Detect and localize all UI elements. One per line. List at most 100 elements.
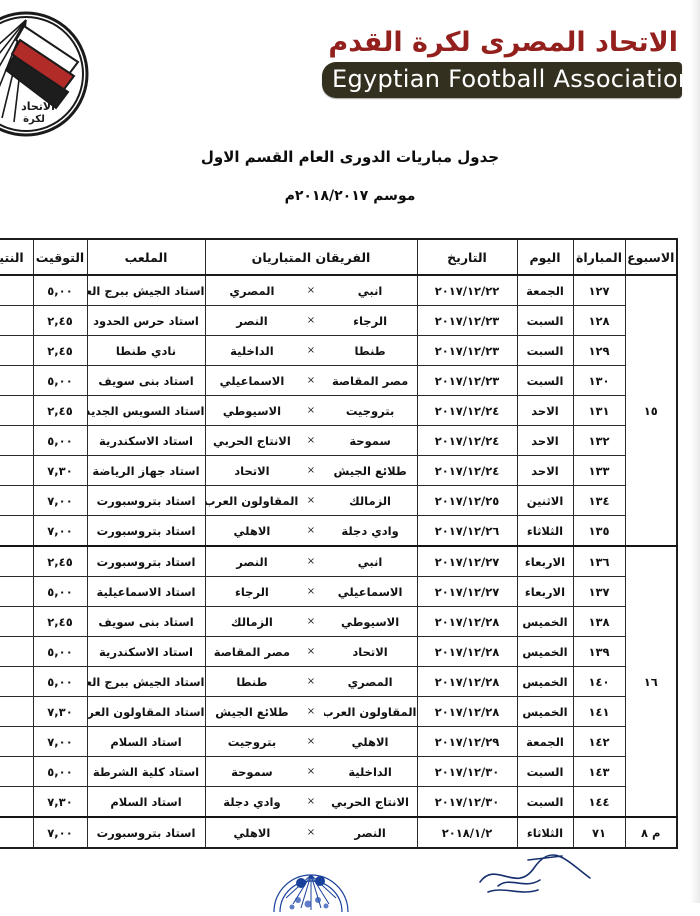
match-day-cell: الثلاثاء: [516, 515, 574, 547]
match-number-cell: ١٣٩: [572, 636, 626, 667]
stadium-name-cell: استاد بنى سويف: [86, 606, 206, 637]
page-title: جدول مباريات الدورى العام القسم الاول: [200, 148, 500, 166]
home-team-name: الرجاء: [353, 313, 388, 328]
match-date-cell: ٢٠١٧/١٢/٢٧: [416, 576, 518, 607]
versus-separator-icon: ×: [306, 616, 316, 627]
match-result-cell: [0, 786, 34, 818]
column-header-date: التاريخ: [416, 238, 518, 276]
home-team-name: طنطا: [354, 343, 386, 358]
match-day-cell: السبت: [516, 365, 574, 396]
match-result-cell: [0, 274, 34, 306]
away-team-name: الرجاء: [234, 584, 269, 599]
home-team-name: سموحة: [349, 433, 391, 448]
table-row: ١٢٩ السبت ٢٠١٧/١٢/٢٣ طنطا × الداخلية نادي طنطا…: [0, 335, 677, 366]
brand-block: الاتحاد المصرى لكرة القدم Egyptian Footb…: [322, 28, 693, 98]
match-result-cell: [0, 455, 34, 486]
match-result-cell: [0, 515, 34, 547]
week-number-cell: ١٦: [624, 545, 678, 818]
table-header-row: الاسبوع المباراة اليوم التاريخ الفريقان …: [0, 238, 678, 276]
stadium-name-cell: استاد بتروسبورت: [86, 545, 206, 577]
kickoff-time-cell: ٢,٤٥: [32, 395, 88, 426]
teams-cell: المقاولون العرب × طلائع الجيش: [204, 696, 418, 727]
teams-cell: انبي × النصر: [204, 545, 418, 577]
match-date-cell: ٢٠١٧/١٢/٣٠: [416, 756, 518, 787]
match-number-cell: ١٤٠: [572, 666, 626, 697]
table-body: ١٥ ١٢٧ الجمعة ٢٠١٧/١٢/٢٢ انبي × المصري استاد ال…: [0, 274, 678, 849]
match-number-cell: ١٤٢: [572, 726, 626, 757]
match-date-cell: ٢٠١٧/١٢/٢٢: [416, 274, 518, 306]
away-team-name: الاهلي: [233, 825, 271, 840]
table-row: ١٣٢ الاحد ٢٠١٧/١٢/٢٤ سموحة × الانتاج الحربي اس…: [0, 425, 677, 456]
versus-separator-icon: ×: [306, 285, 316, 296]
match-date-cell: ٢٠١٧/١٢/٢٣: [416, 335, 518, 366]
table-row: ١٣٨ الخميس ٢٠١٧/١٢/٢٨ الاسيوطي × الزمالك استاد…: [0, 606, 677, 637]
match-date-cell: ٢٠١٧/١٢/٢٤: [416, 395, 518, 426]
official-round-stamp-icon: [268, 854, 354, 913]
svg-text:لكرة: لكرة: [23, 114, 45, 125]
match-date-cell: ٢٠١٧/١٢/٢٩: [416, 726, 518, 757]
home-team-name: الاسيوطي: [340, 614, 400, 629]
kickoff-time-cell: ٧,٠٠: [32, 726, 88, 757]
teams-cell: الزمالك × المقاولون العرب: [204, 485, 418, 516]
page-edge-shadow: [690, 0, 700, 903]
table-row: ١٣٩ الخميس ٢٠١٧/١٢/٢٨ الاتحاد × مصر المقاصة اس…: [0, 636, 677, 667]
kickoff-time-cell: ٧,٠٠: [32, 485, 88, 516]
stadium-name-cell: استاد بتروسبورت: [86, 816, 206, 849]
brand-banner: Egyptian Football Association: [322, 61, 693, 98]
kickoff-time-cell: ٥,٠٠: [32, 636, 88, 667]
table-row: ١٤١ الخميس ٢٠١٧/١٢/٢٨ المقاولون العرب × طلائع…: [0, 696, 677, 727]
teams-cell: الاسماعيلي × الرجاء: [204, 576, 418, 607]
match-date-cell: ٢٠١٧/١٢/٢٨: [416, 666, 518, 697]
match-result-cell: [0, 576, 34, 607]
match-result-cell: [0, 365, 34, 396]
kickoff-time-cell: ٢,٤٥: [32, 305, 88, 336]
kickoff-time-cell: ٥,٠٠: [32, 576, 88, 607]
match-date-cell: ٢٠١٧/١٢/٢٨: [416, 636, 518, 667]
home-team-name: انبي: [357, 283, 383, 298]
home-team-name: الزمالك: [349, 493, 392, 508]
teams-cell: النصر × الاهلي: [204, 816, 418, 849]
versus-separator-icon: ×: [306, 766, 316, 777]
away-team-name: سموحة: [231, 764, 273, 779]
away-team-name: الداخلية: [230, 343, 274, 358]
stadium-name-cell: استاد الجيش ببرج العرب: [86, 274, 206, 306]
page-header: الاتحاد لكرة الاتحاد المصرى لكرة القدم E…: [0, 0, 700, 140]
kickoff-time-cell: ٧,٣٠: [32, 455, 88, 486]
match-result-cell: [0, 756, 34, 787]
footer-zone: [0, 852, 700, 913]
match-number-cell: ١٣٣: [572, 455, 626, 486]
home-team-name: المصري: [347, 674, 393, 689]
table-row: ١٤٣ السبت ٢٠١٧/١٢/٣٠ الداخلية × سموحة استاد كل…: [0, 756, 677, 787]
versus-separator-icon: ×: [306, 525, 316, 536]
teams-cell: الاسيوطي × الزمالك: [204, 606, 418, 637]
versus-separator-icon: ×: [306, 676, 316, 687]
match-day-cell: الخميس: [516, 666, 574, 697]
versus-separator-icon: ×: [306, 706, 316, 717]
kickoff-time-cell: ٥,٠٠: [32, 365, 88, 396]
teams-cell: سموحة × الانتاج الحربي: [204, 425, 418, 456]
table-row: ١٤٠ الخميس ٢٠١٧/١٢/٢٨ المصري × طنطا استاد الجي…: [0, 666, 677, 697]
match-day-cell: السبت: [516, 335, 574, 366]
away-team-name: مصر المقاصة: [213, 644, 291, 659]
match-date-cell: ٢٠١٧/١٢/٢٤: [416, 425, 518, 456]
kickoff-time-cell: ٢,٤٥: [32, 545, 88, 577]
column-header-result: النتيجة: [0, 238, 34, 276]
away-team-name: الاتحاد: [234, 463, 270, 478]
table-row: ١٣٤ الاثنين ٢٠١٧/١٢/٢٥ الزمالك × المقاولون ال…: [0, 485, 677, 516]
away-team-name: بتروجيت: [227, 734, 277, 749]
stadium-name-cell: استاد السويس الجديد: [86, 395, 206, 426]
match-date-cell: ٢٠١٧/١٢/٢٥: [416, 485, 518, 516]
away-team-name: المقاولون العرب: [205, 493, 299, 508]
home-team-name: الاهلي: [351, 734, 389, 749]
match-date-cell: ٢٠١٧/١٢/٢٣: [416, 305, 518, 336]
table-row: ١٢٨ السبت ٢٠١٧/١٢/٢٣ الرجاء × النصر استاد حرس …: [0, 305, 677, 336]
away-team-name: النصر: [236, 554, 268, 569]
column-header-time: التوقيت: [32, 238, 88, 276]
match-result-cell: [0, 305, 34, 336]
teams-cell: بتروجيت × الاسيوطي: [204, 395, 418, 426]
home-team-name: النصر: [354, 825, 386, 840]
match-day-cell: الاربعاء: [516, 545, 574, 577]
table-row: ١٣٧ الاربعاء ٢٠١٧/١٢/٢٧ الاسماعيلي × الرجاء اس…: [0, 576, 677, 607]
versus-separator-icon: ×: [306, 465, 316, 476]
teams-cell: الانتاج الحربي × وادي دجلة: [204, 786, 418, 818]
